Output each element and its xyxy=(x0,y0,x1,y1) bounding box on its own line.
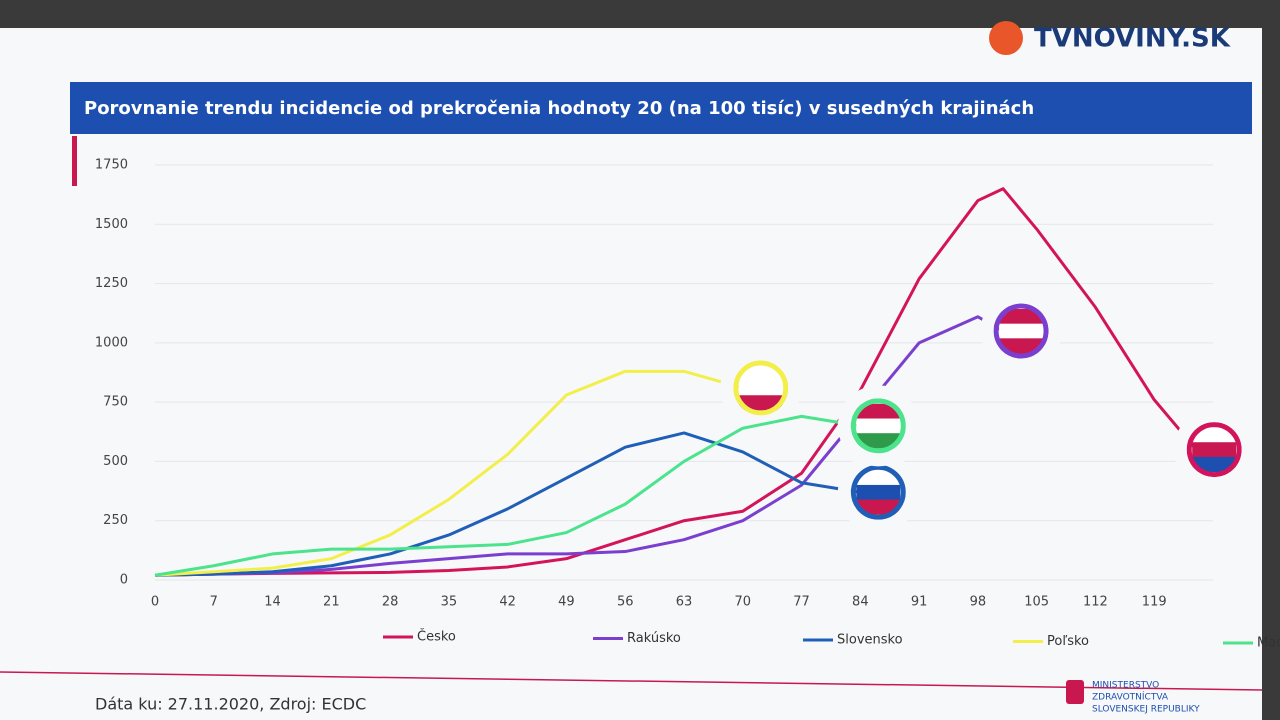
source: Dáta ku: 27.11.2020, Zdroj: ECDC xyxy=(95,695,366,714)
series-line xyxy=(154,431,861,577)
flag-stripe xyxy=(1192,427,1237,443)
logo-text: ZDRAVOTNÍCTVA xyxy=(1092,691,1169,703)
x-tick-label: 28 xyxy=(382,595,399,610)
x-tick-label: 0 xyxy=(151,595,159,610)
watermark: TVNOVINY.SK xyxy=(1034,24,1231,54)
logo-text: SLOVENSKEJ REPUBLIKY xyxy=(1092,705,1200,715)
x-tick-label: 77 xyxy=(793,595,810,610)
flag-stripe xyxy=(856,403,901,420)
series-line xyxy=(154,414,861,577)
y-tick-label: 1500 xyxy=(95,217,128,232)
logo-text: MINISTERSTVO xyxy=(1092,681,1159,691)
flag-mask xyxy=(1173,409,1255,491)
flag-mask xyxy=(980,290,1062,372)
flag-stripe xyxy=(738,395,783,411)
flag-stripe xyxy=(1192,442,1237,458)
x-tick-label: 42 xyxy=(499,595,516,610)
chart-title: Porovnanie trendu incidencie od prekroče… xyxy=(84,98,1034,119)
flag-ring xyxy=(993,303,1049,359)
y-tick-label: 750 xyxy=(103,395,128,410)
y-tick-label: 1000 xyxy=(95,335,128,350)
flag-ring xyxy=(850,464,906,520)
x-tick-label: 7 xyxy=(210,595,218,610)
x-tick-label: 49 xyxy=(558,595,575,610)
y-tick-label: 250 xyxy=(103,513,128,528)
x-tick-label: 63 xyxy=(676,595,693,610)
y-tick-label: 1750 xyxy=(95,158,128,173)
x-tick-label: 84 xyxy=(852,595,869,610)
x-tick-label: 91 xyxy=(911,595,928,610)
flag-stripe xyxy=(856,418,901,434)
x-tick-label: 21 xyxy=(323,595,340,610)
flag-stripe xyxy=(999,309,1044,325)
series-line xyxy=(154,369,744,577)
x-tick-label: 70 xyxy=(735,595,752,610)
flag-stripe xyxy=(856,470,901,486)
flag-ring xyxy=(733,360,789,416)
flag-stripe xyxy=(856,484,901,501)
x-tick-label: 112 xyxy=(1083,595,1108,610)
y-tick-label: 500 xyxy=(103,454,128,469)
flag-stripe xyxy=(999,323,1044,339)
ministry-emblem xyxy=(1066,680,1084,704)
legend-label: Česko xyxy=(417,629,456,645)
legend-label: Rakúsko xyxy=(627,631,681,646)
accent xyxy=(72,136,77,186)
flag-ring xyxy=(1186,422,1242,478)
title-bar xyxy=(70,82,1252,134)
flag-stripe xyxy=(738,380,783,396)
x-tick-label: 119 xyxy=(1142,595,1167,610)
flag-ring xyxy=(850,398,906,454)
flag-stripe xyxy=(999,338,1044,354)
x-tick-label: 14 xyxy=(264,595,281,610)
footer-line xyxy=(0,671,1263,691)
legend-label: Poľsko xyxy=(1047,634,1089,649)
y-tick-label: 1250 xyxy=(95,276,128,291)
flag-mask xyxy=(720,347,802,429)
y-tick-label: 0 xyxy=(120,573,128,588)
x-tick-label: 105 xyxy=(1024,595,1049,610)
series-line xyxy=(154,187,1198,577)
legend-label: Maďarsko xyxy=(1257,636,1280,651)
flag-mask xyxy=(837,385,919,467)
series-line xyxy=(154,315,1004,577)
x-tick-label: 98 xyxy=(970,595,987,610)
legend-label: Slovensko xyxy=(837,633,903,648)
flag-stripe xyxy=(738,365,783,382)
slide xyxy=(0,28,1262,720)
x-tick-label: 56 xyxy=(617,595,634,610)
x-tick-label: 35 xyxy=(441,595,458,610)
logo-icon xyxy=(989,21,1023,55)
flag-stripe xyxy=(1192,456,1237,473)
flag-stripe xyxy=(856,499,901,515)
flag-stripe xyxy=(856,433,901,449)
